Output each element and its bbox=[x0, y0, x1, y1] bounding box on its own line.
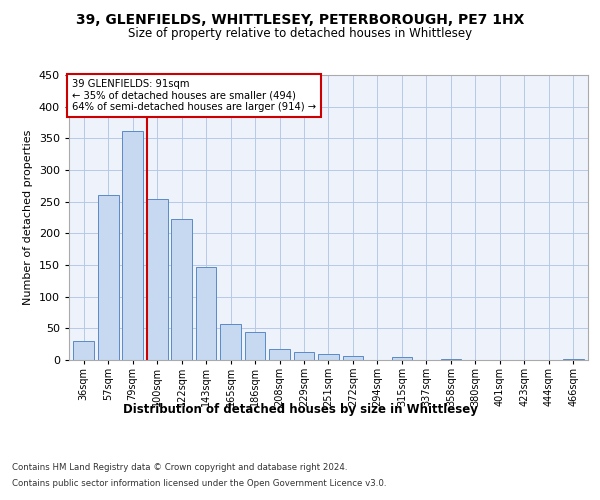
Text: Contains HM Land Registry data © Crown copyright and database right 2024.: Contains HM Land Registry data © Crown c… bbox=[12, 462, 347, 471]
Bar bbox=[122, 130, 143, 360]
Bar bbox=[245, 332, 265, 360]
Bar bbox=[269, 349, 290, 360]
Bar bbox=[343, 356, 364, 360]
Text: 39, GLENFIELDS, WHITTLESEY, PETERBOROUGH, PE7 1HX: 39, GLENFIELDS, WHITTLESEY, PETERBOROUGH… bbox=[76, 12, 524, 26]
Y-axis label: Number of detached properties: Number of detached properties bbox=[23, 130, 33, 305]
Bar bbox=[392, 357, 412, 360]
Text: Size of property relative to detached houses in Whittlesey: Size of property relative to detached ho… bbox=[128, 28, 472, 40]
Bar bbox=[440, 358, 461, 360]
Bar bbox=[73, 341, 94, 360]
Text: 39 GLENFIELDS: 91sqm
← 35% of detached houses are smaller (494)
64% of semi-deta: 39 GLENFIELDS: 91sqm ← 35% of detached h… bbox=[71, 80, 316, 112]
Bar bbox=[293, 352, 314, 360]
Bar bbox=[196, 267, 217, 360]
Bar bbox=[171, 219, 192, 360]
Text: Contains public sector information licensed under the Open Government Licence v3: Contains public sector information licen… bbox=[12, 479, 386, 488]
Bar bbox=[318, 354, 339, 360]
Bar bbox=[98, 196, 119, 360]
Bar bbox=[220, 324, 241, 360]
Bar bbox=[563, 358, 584, 360]
Text: Distribution of detached houses by size in Whittlesey: Distribution of detached houses by size … bbox=[122, 402, 478, 415]
Bar bbox=[147, 198, 167, 360]
